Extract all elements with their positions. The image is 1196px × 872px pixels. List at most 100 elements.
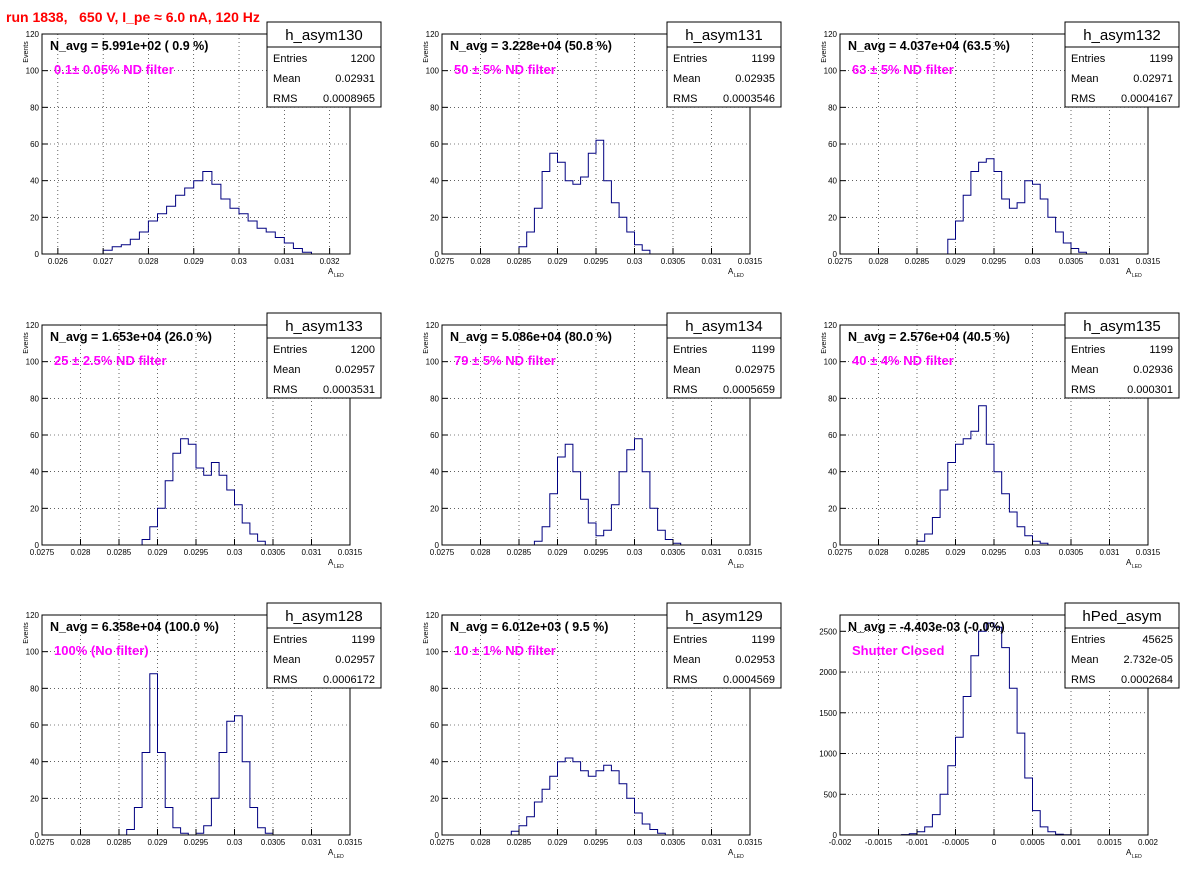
stats-value-rms: 0.0003531 <box>323 384 375 396</box>
histogram-bin <box>134 808 142 836</box>
x-tick-label: -0.0015 <box>865 838 893 847</box>
histogram-bin <box>588 523 596 545</box>
histogram-bin <box>665 540 673 546</box>
x-tick-label: 0.031 <box>701 548 722 557</box>
histogram-bin <box>627 232 635 254</box>
y-tick-label: 80 <box>430 684 439 693</box>
histogram-bin <box>196 468 204 545</box>
histogram-bin <box>558 457 566 545</box>
stats-key-entries: Entries <box>1071 634 1106 646</box>
histogram-bin <box>994 172 1002 255</box>
histogram-bin <box>658 530 666 545</box>
histogram-bin <box>1056 232 1064 254</box>
y-tick-label: 20 <box>430 794 439 803</box>
x-tick-label: 0.031 <box>701 257 722 266</box>
n-avg-label: N_avg = 5.086e+04 (80.0 %) <box>450 330 612 344</box>
stats-key-mean: Mean <box>1071 654 1099 666</box>
x-tick-label: 0.001 <box>1061 838 1082 847</box>
x-tick-label: 0.0305 <box>261 548 286 557</box>
histogram-bin <box>158 508 166 545</box>
histogram-bin <box>127 830 135 836</box>
stats-value-mean: 0.02975 <box>735 364 775 376</box>
x-axis-label: A <box>1126 267 1132 276</box>
x-tick-label: 0.0275 <box>828 548 853 557</box>
stats-key-rms: RMS <box>673 384 697 396</box>
y-axis-label: Events <box>423 332 430 354</box>
histogram-panel-h_asym128: 0.0275 0.028 0.0285 0.029 0.0295 0.03 0.0305 0.… <box>23 602 382 860</box>
y-tick-label: 20 <box>30 794 39 803</box>
histogram-bin <box>1040 827 1048 835</box>
x-tick-label: 0.028 <box>470 257 491 266</box>
x-tick-label: 0.0275 <box>828 257 853 266</box>
x-tick-label: 0.0275 <box>430 257 455 266</box>
histogram-panel-h_asym129: 0.0275 0.028 0.0285 0.029 0.0295 0.03 0.0305 0.… <box>423 602 782 860</box>
n-avg-label: N_avg = 4.037e+04 (63.5 %) <box>848 39 1010 53</box>
histogram-bin <box>242 523 250 545</box>
stats-value-mean: 0.02957 <box>335 364 375 376</box>
y-tick-label: 100 <box>824 67 838 76</box>
y-tick-label: 60 <box>30 431 39 440</box>
y-tick-label: 80 <box>30 684 39 693</box>
x-tick-label: 0.029 <box>945 548 966 557</box>
histogram-bin <box>979 406 987 545</box>
x-tick-label: 0.0295 <box>184 548 209 557</box>
x-tick-label: 0.0285 <box>507 257 532 266</box>
y-axis-label: Events <box>23 332 30 354</box>
y-tick-label: 0 <box>35 541 40 550</box>
histogram-bin <box>542 172 550 255</box>
histogram-bin <box>230 208 239 254</box>
y-tick-label: 60 <box>430 431 439 440</box>
histogram-bin <box>266 232 275 254</box>
x-tick-label: 0.029 <box>147 838 168 847</box>
x-tick-label: 0.0315 <box>738 257 763 266</box>
histogram-panel-h_asym130: 0.026 0.027 0.028 0.029 0.03 0.031 0.032 0 20 40 6… <box>23 21 382 279</box>
stats-key-mean: Mean <box>273 73 301 85</box>
y-tick-label: 60 <box>430 140 439 149</box>
histogram-bin <box>611 771 619 835</box>
histogram-bin <box>142 540 150 546</box>
x-tick-label: 0.002 <box>1138 838 1159 847</box>
x-axis-label-subscript: LED <box>1132 564 1142 570</box>
x-tick-label: 0.031 <box>274 257 295 266</box>
x-axis-label: A <box>328 848 334 857</box>
y-tick-label: 40 <box>828 177 837 186</box>
histogram-bin <box>204 826 212 835</box>
y-tick-label: 40 <box>30 758 39 767</box>
y-tick-label: 80 <box>30 103 39 112</box>
histogram-bin <box>619 784 627 835</box>
x-tick-label: 0.029 <box>547 257 568 266</box>
histogram-panel-h_asym131: 0.0275 0.028 0.0285 0.029 0.0295 0.03 0.0305 0.… <box>423 21 782 279</box>
stats-value-rms: 0.0002684 <box>1121 674 1173 686</box>
stats-key-rms: RMS <box>1071 674 1095 686</box>
histogram-bin <box>932 815 940 835</box>
stats-key-mean: Mean <box>273 364 301 376</box>
y-tick-label: 60 <box>30 140 39 149</box>
x-tick-label: 0.0285 <box>107 548 132 557</box>
histogram-bin <box>139 232 148 254</box>
x-tick-label: -0.002 <box>829 838 852 847</box>
histogram-bin <box>158 214 167 254</box>
histogram-bin <box>550 153 558 254</box>
x-tick-label: 0.03 <box>1025 548 1041 557</box>
y-tick-label: 0 <box>435 541 440 550</box>
histogram-bin <box>932 518 940 546</box>
histogram-bin <box>258 541 266 545</box>
x-tick-label: 0.0295 <box>184 838 209 847</box>
histogram-bin <box>235 716 243 835</box>
stats-key-mean: Mean <box>1071 73 1099 85</box>
stats-key-rms: RMS <box>673 674 697 686</box>
histogram-panel-hPed_asym: -0.002 -0.0015 -0.001 -0.0005 0 0.0005 0.001 0.… <box>819 602 1180 860</box>
histogram-bin <box>1033 811 1041 835</box>
stats-value-entries: 1200 <box>351 344 375 356</box>
stats-key-entries: Entries <box>273 634 308 646</box>
x-tick-label: 0.0005 <box>1020 838 1045 847</box>
histogram-bin <box>519 247 527 254</box>
y-tick-label: 100 <box>426 358 440 367</box>
histogram-name: h_asym128 <box>285 608 363 625</box>
x-tick-label: 0.03 <box>227 548 243 557</box>
filter-annotation: 25 ± 2.5% ND filter <box>54 353 167 368</box>
x-axis-label: A <box>328 267 334 276</box>
y-tick-label: 20 <box>828 504 837 513</box>
stats-key-entries: Entries <box>673 53 708 65</box>
histogram-bin <box>275 238 284 255</box>
